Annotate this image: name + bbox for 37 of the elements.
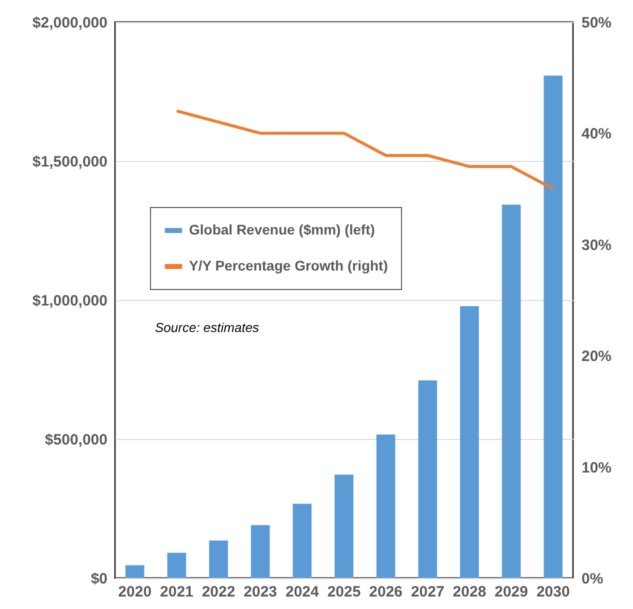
legend-label: Y/Y Percentage Growth (right) [189, 258, 388, 274]
y-tick-label: $1,000,000 [32, 292, 108, 310]
y2-tick-label: 40% [582, 126, 612, 143]
x-tick-label: 2030 [536, 584, 570, 600]
x-tick-label: 2022 [202, 584, 236, 600]
x-tick-label: 2026 [369, 584, 403, 600]
y-tick-label: $0 [90, 570, 108, 588]
bar [544, 76, 563, 578]
y2-tick-label: 20% [582, 348, 612, 366]
bar [167, 552, 186, 578]
bar [334, 474, 354, 578]
x-tick-label: 2024 [285, 584, 320, 600]
x-tick-label: 2028 [452, 584, 486, 600]
annotation: Source: estimates [155, 320, 260, 335]
bar [292, 504, 312, 578]
bar [502, 204, 521, 578]
y2-tick-label: 50% [582, 14, 612, 32]
x-tick-label: 2020 [118, 584, 152, 600]
x-tick-label: 2021 [160, 584, 194, 600]
x-tick-label: 2027 [410, 584, 444, 600]
bar [250, 525, 270, 578]
bar [125, 565, 144, 578]
bar [376, 434, 396, 578]
x-tick-label: 2025 [327, 584, 361, 600]
y-tick-label: $1,500,000 [32, 154, 108, 170]
y2-tick-label: 10% [582, 459, 612, 476]
line-series [175, 109, 555, 190]
y2-tick-label: 30% [582, 236, 612, 254]
bar [418, 380, 438, 578]
bar [460, 306, 479, 578]
y2-tick-label: 0% [582, 570, 604, 588]
x-tick-label: 2023 [244, 584, 278, 600]
legend-label: Global Revenue ($mm) (left) [189, 222, 375, 238]
bar [209, 540, 228, 578]
x-tick-label: 2029 [494, 584, 528, 600]
y-tick-label: $500,000 [44, 432, 108, 448]
y-tick-label: $2,000,000 [32, 14, 108, 32]
